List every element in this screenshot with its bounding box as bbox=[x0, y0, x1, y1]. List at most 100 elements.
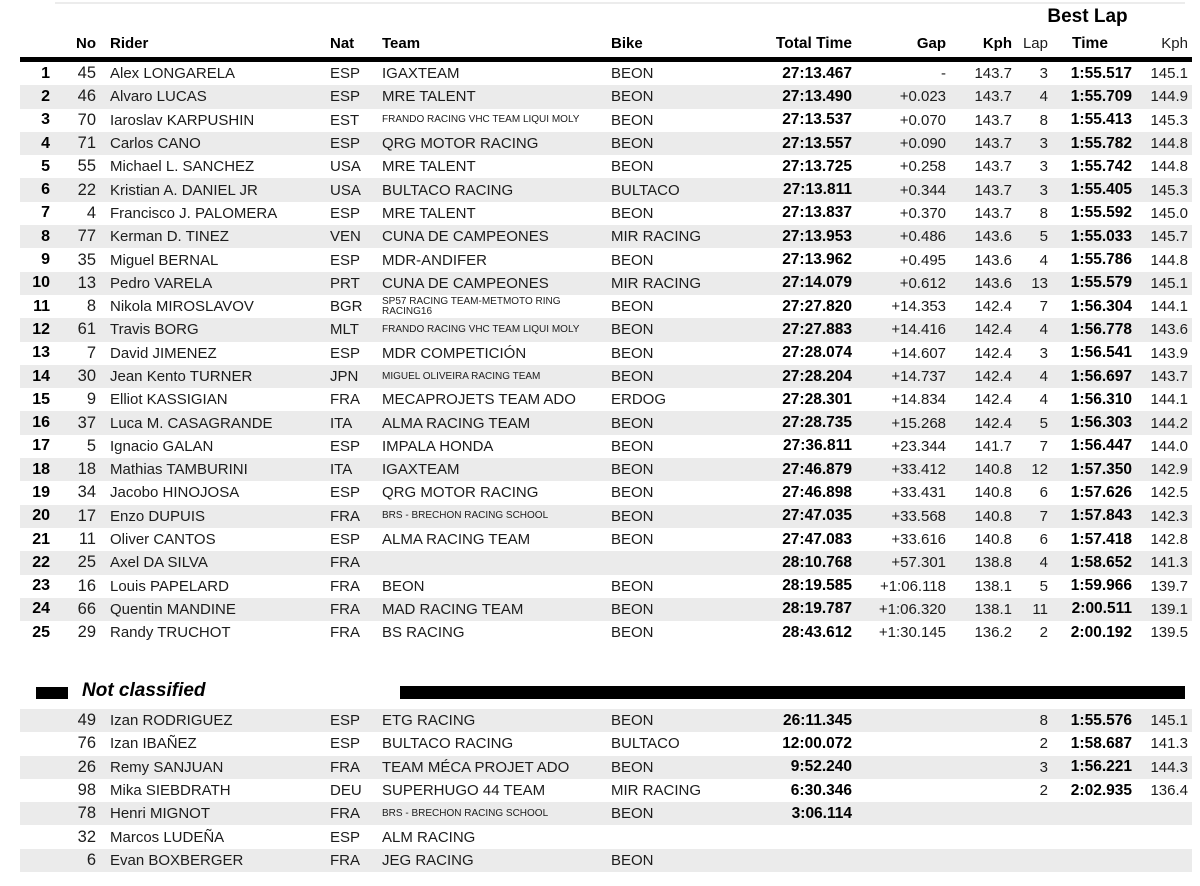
column-header-best-lap-kph: Kph bbox=[1161, 35, 1188, 52]
rider-number-cell: 46 bbox=[77, 87, 96, 106]
best-lap-number-cell: 7 bbox=[1039, 298, 1048, 316]
team-cell: MAD RACING TEAM bbox=[382, 600, 524, 618]
best-lap-number-cell: 3 bbox=[1039, 158, 1048, 176]
team-cell: TEAM MÉCA PROJET ADO bbox=[382, 758, 570, 776]
bike-cell: MIR RACING bbox=[611, 274, 701, 292]
position-cell: 5 bbox=[41, 157, 50, 175]
rider-number-cell: 34 bbox=[77, 483, 96, 502]
nationality-cell: DEU bbox=[330, 782, 362, 800]
rider-number-cell: 37 bbox=[77, 413, 96, 432]
team-cell: JEG RACING bbox=[382, 851, 474, 869]
position-cell: 25 bbox=[32, 623, 50, 641]
rider-name-cell: Elliot KASSIGIAN bbox=[110, 391, 228, 409]
gap-cell: +33.431 bbox=[891, 484, 946, 502]
best-lap-number-cell: 3 bbox=[1039, 181, 1048, 199]
best-lap-kph-cell: 144.8 bbox=[1150, 158, 1188, 176]
rider-number-cell: 98 bbox=[77, 781, 96, 800]
best-lap-number-cell: 3 bbox=[1039, 758, 1048, 776]
nationality-cell: ESP bbox=[330, 437, 361, 455]
table-row: 3 70 Iaroslav KARPUSHIN EST FRANDO RACIN… bbox=[20, 109, 1192, 132]
total-time-cell: 27:47.035 bbox=[782, 507, 852, 525]
best-lap-time-cell: 1:55.579 bbox=[1070, 274, 1132, 292]
bike-cell: BEON bbox=[611, 111, 654, 129]
rider-name-cell: Oliver CANTOS bbox=[110, 531, 216, 549]
team-cell: ETG RACING bbox=[382, 712, 476, 730]
total-time-cell: 27:14.079 bbox=[782, 274, 852, 292]
bike-cell: BEON bbox=[611, 88, 654, 106]
team-cell: CUNA DE CAMPEONES bbox=[382, 228, 549, 246]
nationality-cell: MLT bbox=[330, 321, 359, 339]
rider-name-cell: Kristian A. DANIEL JR bbox=[110, 181, 258, 199]
best-lap-kph-cell: 141.3 bbox=[1150, 554, 1188, 572]
nationality-cell: VEN bbox=[330, 228, 361, 246]
bike-cell: BEON bbox=[611, 204, 654, 222]
rider-name-cell: Izan IBAÑEZ bbox=[110, 735, 197, 753]
best-lap-number-cell: 4 bbox=[1039, 554, 1048, 572]
kph-cell: 142.4 bbox=[974, 321, 1012, 339]
position-cell: 9 bbox=[41, 251, 50, 269]
rider-name-cell: Mathias TAMBURINI bbox=[110, 461, 248, 479]
gap-cell: +33.568 bbox=[891, 507, 946, 525]
nationality-cell: FRA bbox=[330, 624, 360, 642]
gap-cell: +0.090 bbox=[899, 135, 946, 153]
table-row: 32 Marcos LUDEÑA ESP ALM RACING bbox=[20, 825, 1192, 848]
total-time-cell: 27:46.898 bbox=[782, 483, 852, 501]
best-lap-time-cell: 2:00.192 bbox=[1070, 623, 1132, 641]
rider-number-cell: 71 bbox=[77, 134, 96, 153]
rider-name-cell: Axel DA SILVA bbox=[110, 554, 208, 572]
best-lap-time-cell: 1:55.576 bbox=[1070, 711, 1132, 729]
table-row: 6 Evan BOXBERGER FRA JEG RACING BEON bbox=[20, 848, 1192, 873]
best-lap-number-cell: 2 bbox=[1039, 782, 1048, 800]
rider-number-cell: 26 bbox=[77, 757, 96, 776]
total-time-cell: 27:28.074 bbox=[782, 344, 852, 362]
nationality-cell: FRA bbox=[330, 805, 360, 823]
best-lap-number-cell: 7 bbox=[1039, 507, 1048, 525]
best-lap-time-cell: 1:59.966 bbox=[1070, 577, 1132, 595]
best-lap-time-cell: 1:57.626 bbox=[1070, 483, 1132, 501]
not-classified-label: Not classified bbox=[82, 680, 206, 701]
table-row: 18 18 Mathias TAMBURINI ITA IGAXTEAM BEO… bbox=[20, 458, 1192, 482]
table-row: 4 71 Carlos CANO ESP QRG MOTOR RACING BE… bbox=[20, 131, 1192, 156]
best-lap-kph-cell: 144.3 bbox=[1150, 758, 1188, 776]
kph-cell: 143.7 bbox=[974, 65, 1012, 83]
table-row: 98 Mika SIEBDRATH DEU SUPERHUGO 44 TEAM … bbox=[20, 779, 1192, 802]
best-lap-time-cell: 2:02.935 bbox=[1070, 781, 1132, 799]
best-lap-time-cell: 1:55.742 bbox=[1070, 157, 1132, 175]
team-cell: MRE TALENT bbox=[382, 88, 476, 106]
gap-cell: +33.412 bbox=[891, 461, 946, 479]
rider-number-cell: 11 bbox=[78, 530, 96, 549]
team-cell: ALMA RACING TEAM bbox=[382, 531, 531, 549]
nationality-cell: ESP bbox=[330, 344, 361, 362]
nationality-cell: FRA bbox=[330, 554, 360, 572]
classified-rows: 1 45 Alex LONGARELA ESP IGAXTEAM BEON 27… bbox=[20, 62, 1192, 644]
total-time-cell: 27:27.883 bbox=[782, 320, 852, 338]
table-row: 20 17 Enzo DUPUIS FRA BRS - BRECHON RACI… bbox=[20, 504, 1192, 528]
rider-name-cell: Jacobo HINOJOSA bbox=[110, 484, 240, 502]
bike-cell: BEON bbox=[611, 712, 654, 730]
total-time-cell: 27:28.204 bbox=[782, 367, 852, 385]
nationality-cell: ESP bbox=[330, 88, 361, 106]
best-lap-number-cell: 6 bbox=[1039, 531, 1048, 549]
nationality-cell: ESP bbox=[330, 484, 361, 502]
kph-cell: 143.7 bbox=[974, 181, 1012, 199]
nationality-cell: ITA bbox=[330, 414, 353, 432]
kph-cell: 140.8 bbox=[974, 461, 1012, 479]
rider-name-cell: David JIMENEZ bbox=[110, 344, 217, 362]
best-lap-number-cell: 3 bbox=[1039, 135, 1048, 153]
team-cell: BEON bbox=[382, 577, 425, 595]
nationality-cell: ESP bbox=[330, 65, 361, 83]
best-lap-kph-cell: 144.8 bbox=[1150, 251, 1188, 269]
column-header-kph: Kph bbox=[982, 35, 1012, 52]
best-lap-kph-cell: 139.1 bbox=[1150, 600, 1188, 618]
gap-cell: +14.607 bbox=[891, 344, 946, 362]
gap-cell: +14.416 bbox=[891, 321, 946, 339]
team-cell: SP57 RACING TEAM-METMOTO RING RACING16 bbox=[382, 295, 561, 317]
kph-cell: 142.4 bbox=[974, 368, 1012, 385]
table-row: 1 45 Alex LONGARELA ESP IGAXTEAM BEON 27… bbox=[20, 62, 1192, 85]
best-lap-kph-cell: 143.9 bbox=[1150, 344, 1188, 362]
rider-number-cell: 78 bbox=[77, 804, 96, 823]
position-cell: 12 bbox=[32, 320, 50, 338]
rider-number-cell: 5 bbox=[86, 436, 96, 455]
nationality-cell: EST bbox=[330, 111, 360, 129]
